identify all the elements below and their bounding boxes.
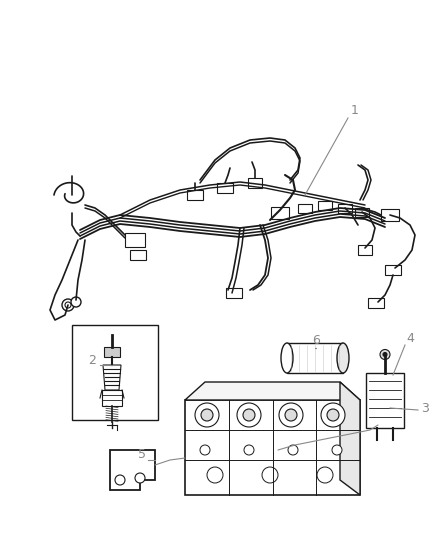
Text: 1: 1 <box>351 103 359 117</box>
Circle shape <box>288 445 298 455</box>
Circle shape <box>207 467 223 483</box>
Bar <box>72 325 158 420</box>
Ellipse shape <box>337 343 349 373</box>
Bar <box>125 233 145 247</box>
Circle shape <box>237 403 261 427</box>
Bar <box>298 204 312 213</box>
Polygon shape <box>110 450 155 490</box>
Bar <box>104 347 120 357</box>
Bar <box>271 207 289 219</box>
Bar <box>366 373 404 427</box>
Bar <box>185 400 360 495</box>
Circle shape <box>244 445 254 455</box>
Circle shape <box>285 409 297 421</box>
Circle shape <box>332 445 342 455</box>
Circle shape <box>195 403 219 427</box>
Text: 3: 3 <box>421 401 429 415</box>
Bar <box>226 288 242 298</box>
Polygon shape <box>340 382 360 495</box>
Circle shape <box>321 403 345 427</box>
Circle shape <box>317 467 333 483</box>
Circle shape <box>383 352 387 357</box>
Circle shape <box>115 475 125 485</box>
Bar <box>338 204 352 213</box>
Circle shape <box>135 473 145 483</box>
Text: 4: 4 <box>406 332 414 344</box>
Bar <box>102 390 122 406</box>
Bar <box>318 200 332 209</box>
Circle shape <box>71 297 81 307</box>
Circle shape <box>243 409 255 421</box>
Ellipse shape <box>281 343 293 373</box>
Text: 5: 5 <box>138 448 146 462</box>
Circle shape <box>327 409 339 421</box>
Bar <box>358 245 372 255</box>
Circle shape <box>62 299 74 311</box>
Polygon shape <box>103 365 121 390</box>
Text: 2: 2 <box>88 353 96 367</box>
Polygon shape <box>185 382 360 400</box>
Bar <box>287 343 343 373</box>
Circle shape <box>201 409 213 421</box>
Bar <box>187 190 203 200</box>
Bar <box>381 209 399 221</box>
Circle shape <box>262 467 278 483</box>
Bar <box>355 207 369 216</box>
Text: 6: 6 <box>312 334 320 346</box>
Circle shape <box>200 445 210 455</box>
Circle shape <box>65 302 71 308</box>
Bar <box>368 298 384 308</box>
Bar <box>217 183 233 193</box>
Bar <box>248 178 262 188</box>
Bar <box>385 265 401 275</box>
Circle shape <box>279 403 303 427</box>
Bar <box>130 250 146 260</box>
Circle shape <box>380 350 390 359</box>
